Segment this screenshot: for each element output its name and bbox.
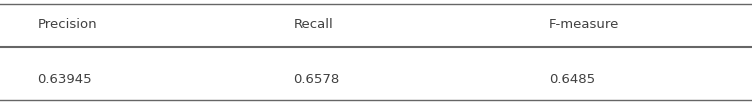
Text: Recall: Recall bbox=[293, 18, 333, 31]
Text: F-measure: F-measure bbox=[549, 18, 620, 31]
Text: 0.6485: 0.6485 bbox=[549, 73, 595, 85]
Text: 0.63945: 0.63945 bbox=[38, 73, 92, 85]
Text: 0.6578: 0.6578 bbox=[293, 73, 340, 85]
Text: Precision: Precision bbox=[38, 18, 97, 31]
